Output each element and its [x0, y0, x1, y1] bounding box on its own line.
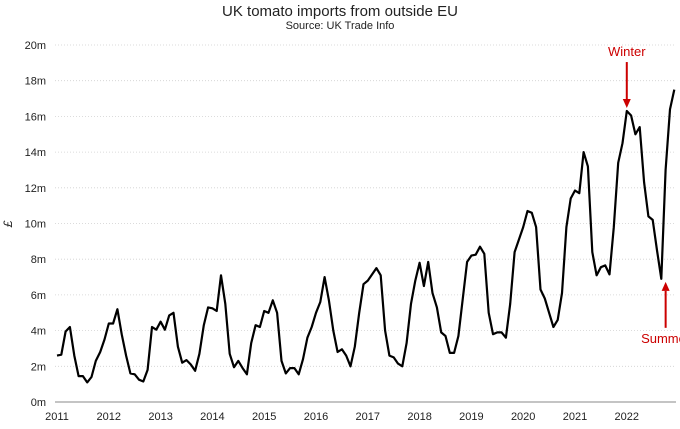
- y-tick-label: 20m: [25, 40, 46, 52]
- y-tick-label: 12m: [25, 183, 46, 195]
- y-tick-labels: 0m 2m 4m 6m 8m 10m 12m 14m 16m 18m 20m: [25, 40, 46, 409]
- y-tick-label: 18m: [25, 76, 46, 88]
- series-layer: [56, 89, 676, 384]
- annotation-label: Winter: [608, 44, 646, 59]
- y-tick-label: 4m: [31, 326, 46, 338]
- y-tick-label: 2m: [31, 361, 46, 373]
- annotation-winter: Winter: [608, 44, 646, 109]
- series-line: [56, 89, 676, 384]
- annotation-arrowhead: [622, 99, 631, 109]
- x-tick-label: 2015: [252, 411, 276, 423]
- x-tick-label: 2014: [200, 411, 224, 423]
- x-tick-label: 2019: [459, 411, 483, 423]
- x-tick-label: 2012: [97, 411, 121, 423]
- x-tick-label: 2018: [407, 411, 431, 423]
- x-tick-label: 2017: [356, 411, 380, 423]
- annotation-summer: Summer: [641, 281, 680, 346]
- grid-layer: [55, 44, 676, 367]
- x-tick-label: 2021: [563, 411, 587, 423]
- y-tick-label: 6m: [31, 290, 46, 302]
- y-tick-label: 0m: [31, 397, 46, 409]
- x-tick-label: 2016: [304, 411, 328, 423]
- chart-title: UK tomato imports from outside EU: [222, 3, 458, 20]
- x-tick-label: 2013: [148, 411, 172, 423]
- annotation-arrowhead: [661, 281, 670, 291]
- annotations: Winter Summer: [608, 44, 680, 346]
- chart-subtitle: Source: UK Trade Info: [286, 20, 395, 32]
- x-tick-label: 2022: [615, 411, 639, 423]
- y-tick-label: 16m: [25, 111, 46, 123]
- y-axis-label: £: [1, 220, 15, 228]
- x-tick-labels: 2011 2012 2013 2014 2015 2016 2017 2018 2019 2020…: [45, 411, 639, 423]
- y-tick-label: 14m: [25, 147, 46, 159]
- x-tick-label: 2011: [45, 411, 69, 423]
- x-tick-label: 2020: [511, 411, 535, 423]
- y-tick-label: 10m: [25, 219, 46, 231]
- annotation-label: Summer: [641, 331, 680, 346]
- y-tick-label: 8m: [31, 254, 46, 266]
